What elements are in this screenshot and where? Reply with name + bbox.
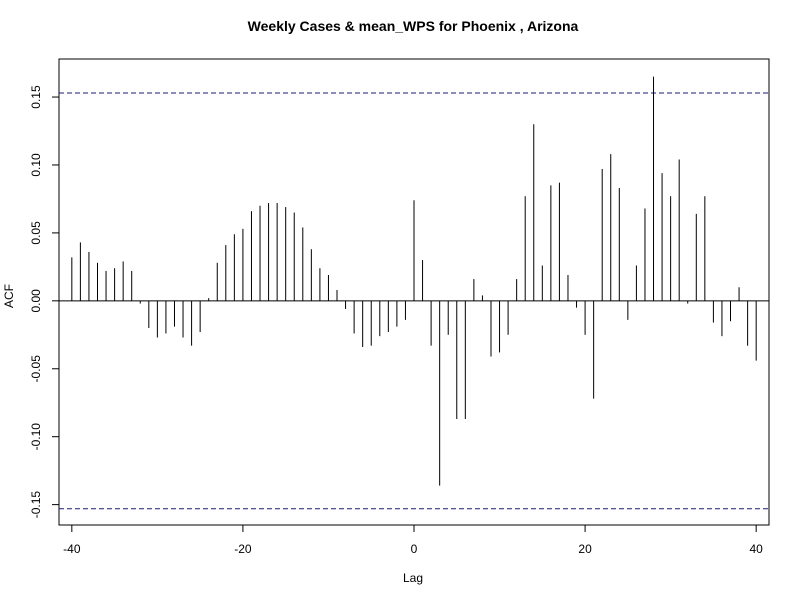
y-tick-label: 0.10 bbox=[29, 153, 43, 177]
y-tick-label: -0.15 bbox=[29, 491, 43, 519]
x-tick-label: 20 bbox=[578, 542, 592, 556]
chart-title: Weekly Cases & mean_WPS for Phoenix , Ar… bbox=[248, 18, 579, 34]
y-tick-label: 0.15 bbox=[29, 85, 43, 109]
x-tick-label: -20 bbox=[234, 542, 252, 556]
x-tick-label: 0 bbox=[411, 542, 418, 556]
x-tick-label: 40 bbox=[749, 542, 763, 556]
y-tick-label: 0.05 bbox=[29, 221, 43, 245]
plot-marks: -40 -20 0 20 40 -0.15 -0.10 -0.05 0.00 0.05 0.10 0.… bbox=[29, 76, 769, 556]
y-axis-label: ACF bbox=[2, 284, 16, 308]
y-tick-label: -0.10 bbox=[29, 423, 43, 451]
y-tick-label: 0.00 bbox=[29, 289, 43, 313]
y-tick-label: -0.05 bbox=[29, 355, 43, 383]
x-axis-label: Lag bbox=[403, 571, 423, 585]
x-tick-label: -40 bbox=[63, 542, 81, 556]
